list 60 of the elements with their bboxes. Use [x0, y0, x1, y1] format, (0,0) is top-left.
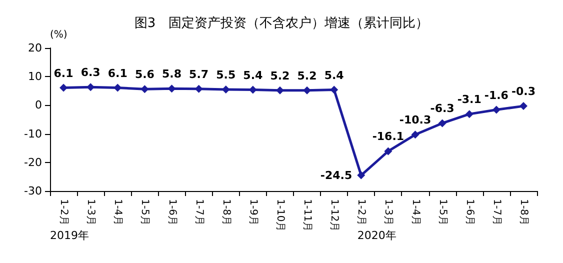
point	[357, 171, 366, 180]
x-tick-label: 1-6月	[464, 199, 475, 226]
x-tick-label: 1-3月	[85, 199, 96, 226]
x-tick-label: 1-5月	[436, 199, 448, 226]
x-tick-label: 1-9月	[247, 199, 258, 226]
y-axis-title: (%)	[50, 30, 68, 40]
x-tick-label: 1-7月	[490, 199, 502, 226]
x-tick-label: 1-8月	[518, 199, 529, 226]
point	[168, 84, 176, 93]
y-tick-label: -10	[24, 127, 42, 140]
x-tick-label: 1-12月	[328, 199, 340, 232]
x-tick-label: 1-8月	[220, 199, 232, 226]
data-label: 5.5	[216, 68, 236, 82]
data-label: 5.4	[324, 68, 344, 82]
x-tick-label: 1-4月	[410, 199, 421, 226]
data-label: 6.1	[108, 66, 128, 80]
point	[384, 147, 392, 156]
data-label: 6.1	[54, 66, 74, 80]
x-tick-label: 1-2月	[356, 199, 367, 226]
text: 2020年	[357, 229, 396, 242]
text: 2019年	[50, 229, 89, 242]
data-label: -16.1	[372, 130, 404, 144]
point	[114, 84, 122, 92]
data-label: 5.4	[243, 68, 263, 82]
data-label: 6.3	[80, 66, 100, 80]
data-label: -3.1	[457, 93, 482, 106]
data-label: 5.8	[162, 68, 182, 81]
data-label: 5.2	[270, 69, 290, 82]
x-tick-label: 1-7月	[193, 199, 204, 226]
data-label: -1.6	[484, 88, 509, 102]
x-tick-label: 1-4月	[112, 199, 124, 226]
y-tick-label: 20	[28, 42, 42, 54]
point	[411, 130, 420, 139]
data-label: -10.3	[399, 114, 432, 127]
point	[330, 86, 338, 94]
point	[492, 106, 500, 114]
x-tick-label: 1-5月	[139, 199, 150, 226]
data-label: 5.7	[189, 68, 209, 81]
data-label: -0.3	[511, 85, 536, 98]
x-tick-label: 1-11月	[302, 199, 313, 232]
y-tick-label: -20	[24, 156, 42, 169]
y-tick-label: 10	[28, 70, 42, 84]
data-label: -24.5	[320, 168, 352, 182]
x-tick-label: 1-2月	[58, 199, 70, 226]
chart-title: 图3 固定资产投资（不含农户）增速（累计同比）	[134, 16, 429, 31]
point	[465, 110, 474, 118]
data-label: 5.2	[297, 69, 317, 82]
point	[438, 119, 446, 128]
data-label: 5.6	[134, 68, 155, 82]
point	[222, 85, 230, 94]
y-tick-label: -30	[24, 184, 42, 198]
point	[140, 85, 149, 94]
data-label: -6.3	[430, 102, 454, 116]
x-tick-label: 1-6月	[166, 199, 178, 226]
x-tick-label: 1-10月	[274, 199, 286, 232]
x-tick-label: 1-3月	[382, 199, 394, 226]
y-tick-label: 0	[35, 98, 42, 112]
point	[519, 102, 528, 110]
point	[194, 84, 203, 93]
point	[60, 84, 68, 92]
